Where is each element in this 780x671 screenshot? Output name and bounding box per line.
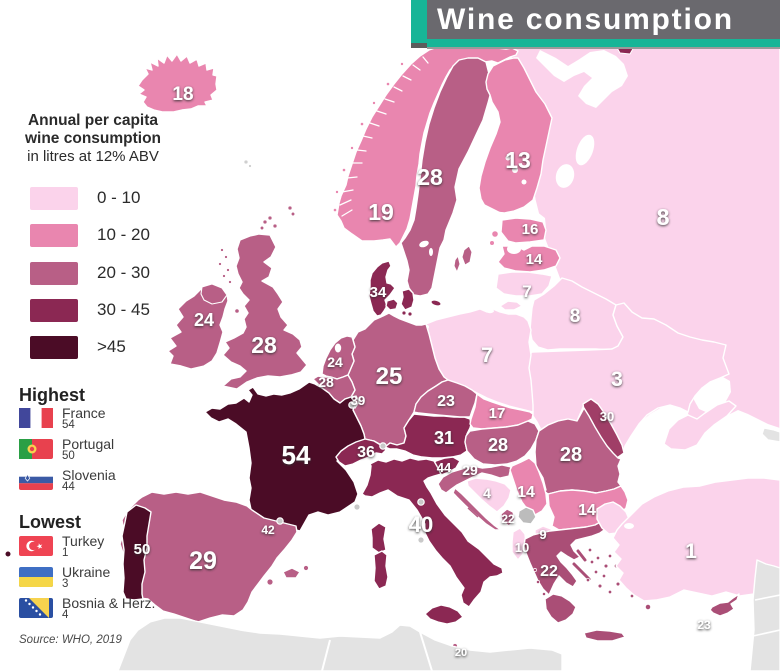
svg-text:31: 31 [434,428,454,448]
svg-text:28: 28 [417,164,443,190]
svg-text:23: 23 [697,618,711,632]
svg-text:7: 7 [522,282,531,301]
svg-text:1: 1 [685,540,697,563]
svg-text:50: 50 [134,541,151,558]
svg-text:28: 28 [488,435,508,455]
svg-text:4: 4 [483,485,491,501]
svg-text:29: 29 [462,462,478,478]
svg-text:40: 40 [409,512,433,537]
svg-text:20: 20 [455,647,467,659]
svg-text:42: 42 [261,523,275,537]
svg-text:9: 9 [539,527,546,542]
svg-text:29: 29 [189,547,217,575]
svg-text:3: 3 [611,368,623,391]
svg-text:24: 24 [194,310,214,330]
svg-text:17: 17 [489,405,506,422]
svg-text:28: 28 [318,374,334,390]
svg-text:14: 14 [578,502,596,519]
svg-text:19: 19 [368,199,394,225]
svg-text:8: 8 [570,306,581,327]
svg-text:30: 30 [600,409,614,424]
svg-text:10: 10 [515,540,529,555]
svg-text:25: 25 [376,363,403,390]
svg-text:44: 44 [437,460,452,475]
svg-text:23: 23 [437,393,455,410]
svg-text:18: 18 [172,84,193,105]
svg-text:14: 14 [526,251,543,268]
svg-text:34: 34 [370,284,387,301]
svg-text:24: 24 [327,354,343,370]
svg-text:14: 14 [517,484,535,501]
svg-text:36: 36 [357,444,375,461]
svg-text:22: 22 [540,563,558,580]
svg-text:54: 54 [282,440,311,470]
svg-text:7: 7 [481,344,493,367]
svg-text:16: 16 [522,221,539,238]
svg-text:28: 28 [251,332,277,358]
svg-text:39: 39 [351,393,365,408]
svg-text:22: 22 [501,512,515,526]
svg-text:13: 13 [505,147,531,173]
svg-text:28: 28 [560,444,582,466]
svg-text:8: 8 [657,204,670,230]
